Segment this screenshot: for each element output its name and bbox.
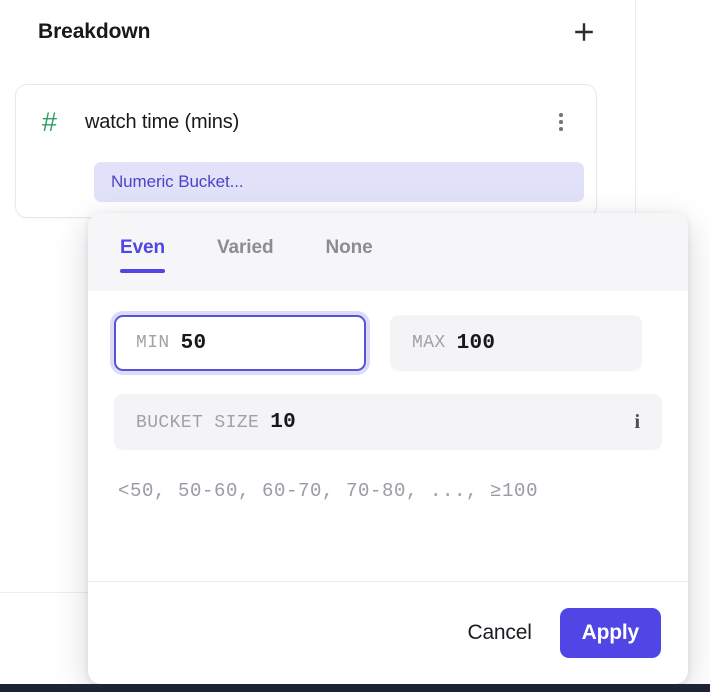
numeric-bucket-chip[interactable]: Numeric Bucket... (94, 162, 584, 202)
max-input-value: 100 (456, 331, 496, 355)
breakdown-panel-header: Breakdown (0, 0, 635, 64)
min-max-row: MIN 50 MAX 100 (114, 315, 662, 371)
bucket-settings-body: MIN 50 MAX 100 BUCKET SIZE 10 i <50, 50-… (88, 291, 688, 581)
bucket-size-input[interactable]: BUCKET SIZE 10 i (114, 394, 662, 450)
numeric-bucket-popup: Even Varied None MIN 50 MAX 100 BUCKET S… (88, 213, 688, 684)
bucket-preview-text: <50, 50-60, 60-70, 70-80, ..., ≥100 (118, 480, 539, 502)
bucket-size-value: 10 (270, 410, 297, 434)
popup-footer: Cancel Apply (88, 581, 688, 684)
cancel-button[interactable]: Cancel (459, 611, 539, 655)
bucket-mode-tabs: Even Varied None (88, 213, 688, 291)
tab-varied[interactable]: Varied (217, 237, 274, 279)
breakdown-field-name: watch time (mins) (85, 110, 240, 133)
kebab-dot (559, 113, 563, 117)
min-input-value: 50 (180, 331, 207, 355)
hash-icon: # (42, 106, 58, 137)
page-title: Breakdown (38, 20, 151, 43)
bucket-size-content: BUCKET SIZE 10 (136, 411, 296, 434)
kebab-dot (559, 127, 563, 131)
window-bottom-strip (0, 684, 710, 692)
add-breakdown-button[interactable] (567, 15, 601, 49)
max-input[interactable]: MAX 100 (390, 315, 642, 371)
info-icon[interactable]: i (634, 411, 640, 433)
numeric-bucket-chip-label: Numeric Bucket... (111, 172, 244, 191)
breakdown-field-card[interactable]: # watch time (mins) Numeric Bucket... (15, 84, 597, 218)
apply-button[interactable]: Apply (559, 608, 661, 658)
kebab-dot (559, 120, 563, 124)
min-input-label: MIN (136, 333, 170, 353)
plus-icon (571, 19, 597, 45)
max-input-label: MAX (412, 333, 446, 353)
tab-even[interactable]: Even (120, 237, 165, 279)
bucket-size-label: BUCKET SIZE (136, 412, 260, 433)
tab-none[interactable]: None (325, 237, 372, 279)
breakdown-field-row: # watch time (mins) (42, 103, 574, 141)
kebab-menu-icon[interactable] (548, 107, 574, 137)
min-input[interactable]: MIN 50 (114, 315, 366, 371)
